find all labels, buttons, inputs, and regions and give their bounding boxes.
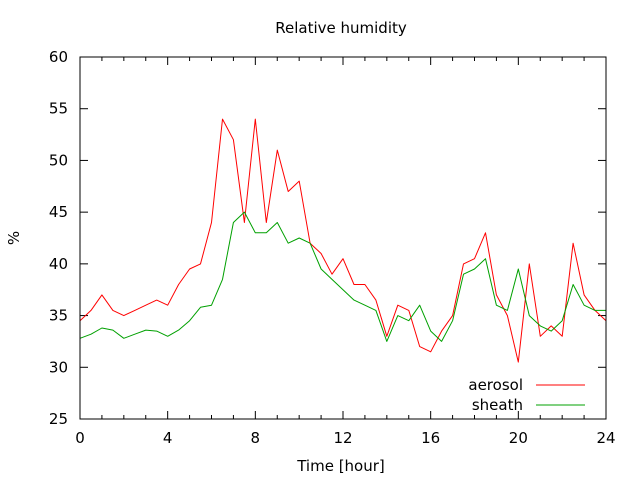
legend: aerosol sheath <box>468 376 585 414</box>
legend-label-sheath: sheath <box>472 396 523 414</box>
y-tick-label: 50 <box>49 151 68 169</box>
y-tick-label: 40 <box>49 255 68 273</box>
series-lines <box>79 118 607 363</box>
axis-ticks: 0 4 8 12 16 20 24 25 30 35 40 45 50 55 60 <box>49 48 616 447</box>
y-tick-label: 60 <box>49 48 68 66</box>
x-tick-label: 12 <box>333 429 352 447</box>
chart-title: Relative humidity <box>275 19 407 37</box>
y-tick-label: 30 <box>49 358 68 376</box>
y-axis-label: % <box>5 231 23 245</box>
x-tick-label: 16 <box>421 429 440 447</box>
x-tick-label: 24 <box>596 429 615 447</box>
legend-label-aerosol: aerosol <box>468 376 523 394</box>
y-tick-label: 25 <box>49 410 68 428</box>
y-tick-label: 45 <box>49 203 68 221</box>
y-tick-label: 35 <box>49 307 68 325</box>
series-line-aerosol <box>79 118 607 363</box>
plot-frame <box>79 56 607 420</box>
x-tick-label: 0 <box>75 429 85 447</box>
x-tick-label: 20 <box>509 429 528 447</box>
series-line-sheath <box>79 211 606 342</box>
x-tick-label: 8 <box>251 429 261 447</box>
y-tick-label: 55 <box>49 100 68 118</box>
x-tick-label: 4 <box>163 429 173 447</box>
x-axis-label: Time [hour] <box>296 457 385 475</box>
